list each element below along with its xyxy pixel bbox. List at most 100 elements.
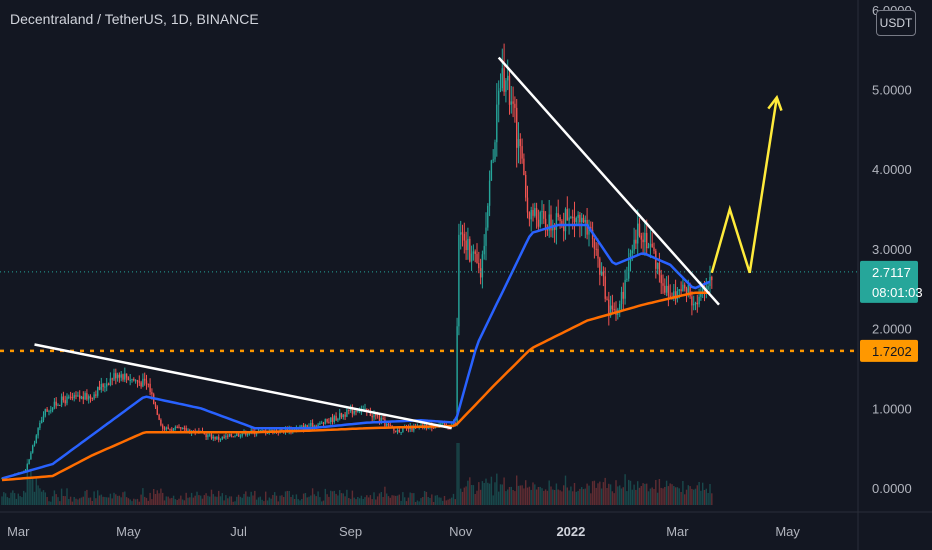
candle-body — [481, 254, 484, 278]
volume-bar — [10, 492, 12, 505]
candle-body — [516, 107, 518, 148]
volume-bar — [400, 500, 402, 505]
candle-body — [131, 378, 133, 380]
candle-body — [124, 373, 126, 380]
candle-body — [317, 424, 319, 428]
candle-body — [41, 420, 43, 423]
candle-body — [698, 296, 700, 305]
candle-body — [237, 433, 240, 437]
candle-body — [248, 433, 251, 434]
candle-body — [432, 428, 435, 429]
candle-body — [227, 435, 229, 437]
candle-body — [355, 411, 357, 412]
candle-body — [24, 470, 27, 471]
candle-body — [488, 180, 491, 206]
volume-bar — [461, 491, 464, 505]
volume-bar — [176, 500, 178, 505]
volume-bar — [532, 482, 534, 505]
volume-bar — [259, 496, 261, 505]
volume-bar — [711, 493, 713, 505]
volume-bar — [664, 487, 666, 505]
candle-body — [465, 240, 467, 250]
candle-body — [134, 380, 137, 382]
volume-bar — [51, 496, 54, 505]
candle-body — [207, 434, 209, 438]
volume-bar — [266, 500, 269, 505]
volume-bar — [133, 498, 135, 505]
volume-bar — [6, 497, 9, 505]
volume-bar — [88, 497, 90, 505]
candle-body — [600, 271, 603, 275]
volume-bar — [516, 475, 518, 505]
candle-body — [342, 414, 344, 418]
candle-body — [232, 436, 234, 438]
bar-countdown: 08:01:03 — [872, 285, 923, 300]
price-tick-label: 5.0000 — [872, 83, 912, 98]
candle-body — [46, 409, 48, 412]
volume-bar — [600, 488, 603, 505]
candle-body — [696, 302, 698, 305]
volume-bar — [324, 488, 326, 505]
candle-body — [656, 262, 659, 269]
volume-bar — [387, 496, 390, 505]
candle-body — [694, 302, 697, 305]
candle-body — [75, 395, 77, 397]
candle-body — [42, 415, 45, 421]
candle-body — [349, 408, 352, 412]
volume-bar — [391, 495, 393, 505]
projection-path[interactable] — [710, 97, 779, 274]
candle-body — [514, 103, 516, 108]
volume-bar — [456, 443, 458, 505]
candle-body — [185, 428, 187, 432]
volume-bar — [577, 490, 579, 505]
volume-bar — [494, 482, 496, 505]
currency-button[interactable]: USDT — [876, 10, 916, 36]
volume-bar — [620, 488, 623, 505]
volume-bar — [673, 486, 675, 505]
volume-bar — [642, 483, 644, 505]
volume-bar — [371, 499, 373, 505]
time-tick-label: 2022 — [556, 524, 585, 539]
candle-body — [387, 423, 390, 426]
volume-bar — [584, 488, 586, 505]
trendline[interactable] — [34, 343, 452, 430]
candle-body — [534, 208, 536, 216]
volume-bar — [705, 488, 707, 505]
candle-body — [118, 374, 121, 378]
candle-body — [550, 214, 552, 231]
candle-body — [236, 433, 238, 437]
candle-body — [212, 436, 214, 439]
trendline[interactable] — [497, 56, 720, 306]
volume-bar — [149, 492, 151, 505]
volume-bar — [178, 498, 180, 505]
volume-bar — [405, 501, 408, 505]
candle-body — [573, 217, 576, 222]
candle-body — [400, 432, 402, 433]
time-tick-label: May — [775, 524, 800, 539]
volume-bar — [122, 492, 124, 505]
volume-bar — [617, 486, 619, 505]
volume-bar — [147, 500, 149, 505]
volume-bar — [467, 480, 469, 505]
volume-bar — [1, 496, 3, 505]
volume-bar — [638, 487, 641, 505]
candle-body — [62, 396, 65, 401]
volume-bar — [481, 481, 484, 505]
candle-body — [138, 381, 140, 383]
candle-body — [214, 436, 216, 439]
candle-body — [178, 426, 180, 428]
volume-bar — [125, 497, 128, 505]
candle-body — [144, 378, 146, 381]
volume-bar — [167, 496, 169, 505]
candle-body — [351, 408, 354, 414]
volume-bar — [550, 486, 552, 505]
candle-body — [221, 436, 223, 440]
time-axis[interactable]: Mar May Jul Sep Nov 2022 Mar May — [7, 524, 800, 539]
volume-bar — [440, 497, 442, 505]
candle-body — [593, 239, 596, 249]
candle-body — [476, 253, 478, 263]
volume-bar — [153, 489, 155, 505]
candle-body — [154, 404, 157, 407]
